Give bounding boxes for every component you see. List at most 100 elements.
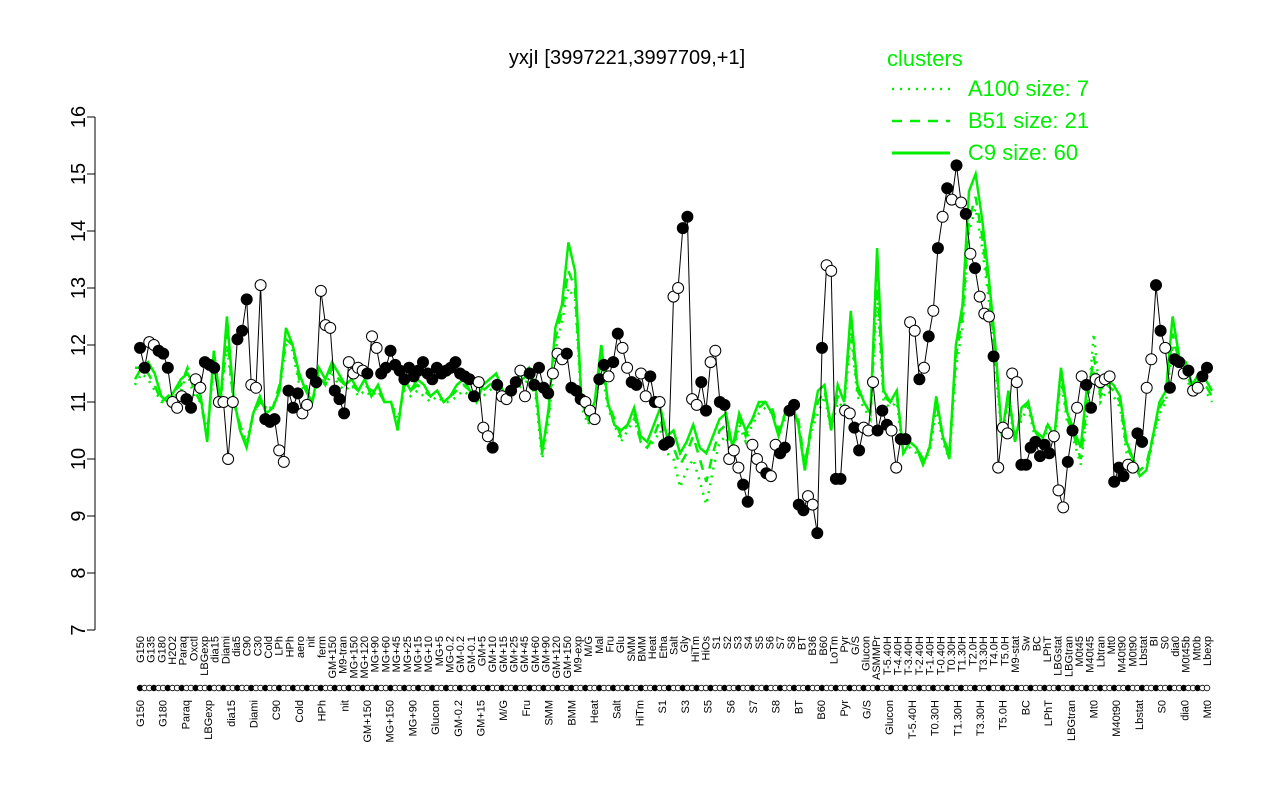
x-tick-label: T5.0H [998, 700, 1010, 730]
data-point [616, 341, 629, 354]
data-point [987, 350, 1000, 363]
data-point [885, 424, 898, 437]
data-point [1191, 381, 1204, 394]
x-tick-label: M9-exp [573, 636, 585, 673]
data-point [287, 401, 300, 414]
data-point [718, 398, 731, 411]
data-point [1047, 430, 1060, 443]
data-point [523, 367, 536, 380]
data-point [876, 404, 889, 417]
x-tick-label: Glucon [884, 700, 896, 735]
x-tick-label: M40t90 [1111, 700, 1123, 737]
y-tick-label: 16 [68, 106, 90, 128]
data-point [208, 361, 221, 374]
data-point [171, 401, 184, 414]
data-point [384, 344, 397, 357]
data-point [361, 367, 374, 380]
x-tick-label: LPh [274, 636, 286, 656]
data-point [969, 262, 981, 275]
x-tick-label: T-3.40H [903, 636, 915, 675]
series-line [133, 207, 1214, 505]
x-tick-label: G180 [156, 636, 168, 663]
x-tick-label: GM-0.1 [466, 636, 478, 673]
x-tick-label: S5 [703, 700, 715, 713]
x-tick-label: GM+10 [487, 636, 499, 672]
x-tick-label: H2O2 [167, 636, 179, 665]
data-point [630, 378, 643, 391]
x-tick-label: dia0 [1170, 636, 1182, 657]
data-point [491, 378, 504, 391]
x-tick-label: Glu [615, 636, 627, 653]
data-point [941, 182, 954, 195]
x-tick-label: nit [306, 636, 318, 648]
x-tick-label: Lbexp [1202, 636, 1214, 666]
x-tick-label: Salt [669, 636, 681, 655]
series-line [135, 169, 1214, 479]
data-point [486, 441, 499, 454]
data-point [700, 404, 712, 417]
x-tick-label: Glucon [430, 700, 442, 735]
x-tick-label: Mt0 [1202, 700, 1214, 718]
x-tick-label: GM+150 [562, 636, 574, 679]
data-point [672, 282, 685, 294]
data-point [908, 324, 921, 337]
x-tick-label: S7 [775, 636, 787, 649]
x-axis: G150G135G180H2O2ParaqOxctlLBGexpdia15Dia… [135, 635, 1214, 742]
x-tick-label: S3 [733, 636, 745, 649]
x-tick-label: T-5.40H [907, 700, 919, 739]
x-tick-label: Pyr [839, 700, 851, 717]
x-tick-label: ferm [316, 636, 328, 658]
x-tick-label: Heat [589, 700, 601, 723]
x-tick-label: BMM [637, 636, 649, 662]
data-point [449, 356, 462, 369]
x-tick-label: S6 [765, 636, 777, 649]
data-point [268, 413, 281, 426]
x-tick-label: Fru [521, 700, 533, 717]
data-point [681, 210, 694, 223]
x-tick-label: MG-0.2 [444, 636, 456, 673]
data-point [338, 407, 351, 420]
data-point [913, 373, 926, 386]
x-tick-label: HiTm [690, 636, 702, 662]
data-point [1140, 381, 1153, 394]
data-point [1103, 370, 1116, 383]
x-tick-label: dia5 [231, 636, 243, 657]
x-tick-label: S8 [771, 700, 783, 713]
data-point [764, 470, 777, 483]
x-tick-label: MG+5 [434, 636, 446, 666]
legend-entry-label: C9 size: 60 [968, 140, 1078, 165]
x-tick-label: GM+5 [476, 636, 488, 666]
x-tick-label: Etha [658, 635, 670, 659]
data-point [1136, 435, 1149, 448]
data-point [964, 247, 977, 260]
x-tick-label: BT [793, 700, 805, 714]
data-point [746, 438, 759, 451]
y-tick-label: 8 [68, 567, 90, 578]
data-point [1150, 279, 1162, 292]
data-point [472, 376, 485, 389]
data-point [1126, 461, 1139, 474]
y-tick-label: 7 [68, 624, 90, 635]
x-tick-label: BC [1031, 636, 1043, 651]
data-point [426, 373, 439, 386]
data-point [867, 376, 879, 389]
x-tick-label: Lbtran [1095, 636, 1107, 667]
x-tick-label: T2.0H [967, 636, 979, 666]
x-tick-label: S0 [1159, 636, 1171, 649]
data-point [417, 356, 429, 369]
x-tick-label: Cold [263, 636, 275, 659]
x-tick-label: Fru [605, 636, 617, 653]
x-tick-label: T4.0H [989, 636, 1001, 666]
data-point [834, 472, 847, 485]
x-tick-label: GM+120 [551, 636, 563, 679]
data-point [314, 284, 327, 297]
data-point [138, 361, 151, 374]
x-tick-label: B60 [818, 636, 830, 656]
x-tick-dot [1203, 684, 1211, 692]
x-tick-label: LBGexp [199, 636, 211, 676]
data-point [236, 324, 249, 337]
x-tick-label: Heat [647, 636, 659, 659]
data-point [1163, 381, 1176, 394]
x-tick-label: S0 [1157, 700, 1169, 713]
x-tick-label: dia15 [226, 700, 238, 727]
